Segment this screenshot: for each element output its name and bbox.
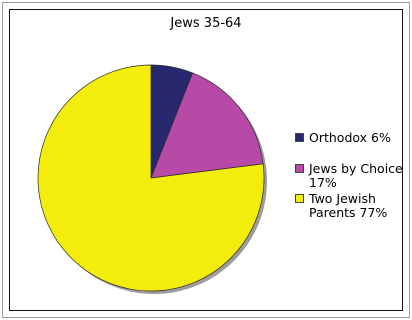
legend-label-two-jewish-parents: Two Jewish Parents 77%	[309, 191, 388, 220]
legend-swatch-jews-by-choice	[295, 164, 304, 173]
pie-chart	[37, 64, 267, 294]
chart-frame: Jews 35-64 Orthodox 6% Jews by Choice 17…	[2, 2, 410, 318]
legend-swatch-orthodox	[295, 133, 304, 142]
pie-slice-two-jewish-parents	[37, 64, 265, 292]
pie-slice-jews-by-choice	[150, 72, 264, 179]
chart-border	[9, 9, 403, 311]
legend-swatch-two-jewish-parents	[295, 194, 304, 203]
legend-label-orthodox: Orthodox 6%	[309, 130, 391, 145]
legend-label-jews-by-choice: Jews by Choice 17%	[309, 161, 403, 190]
chart-title: Jews 35-64	[170, 16, 242, 31]
